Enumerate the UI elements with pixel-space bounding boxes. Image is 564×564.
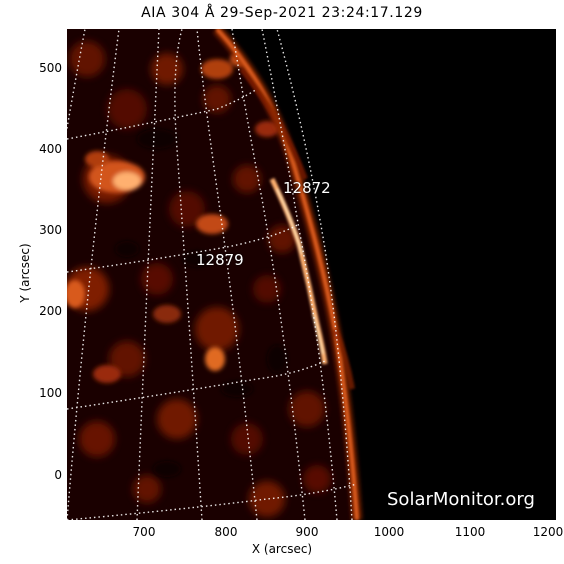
watermark: SolarMonitor.org [387,489,535,510]
x-tick-700: 700 [132,525,156,539]
x-tick-900: 900 [295,525,319,539]
x-tick-1200: 1200 [532,525,564,539]
y-tick-100: 100 [39,386,62,400]
y-tick-200: 200 [39,304,62,318]
y-tick-500: 500 [39,61,62,75]
x-tick-800: 800 [214,525,238,539]
y-tick-300: 300 [39,223,62,237]
solar-disk-image [67,29,362,520]
image-title: AIA 304 Å 29-Sep-2021 23:24:17.129 [141,5,423,21]
solar-image-panel [67,29,556,520]
coordinate-grid [67,29,358,520]
region-label-12879: 12879 [196,251,244,269]
region-label-12872: 12872 [283,179,331,197]
y-tick-400: 400 [39,142,62,156]
y-tick-0: 0 [54,468,62,482]
y-axis-label: Y (arcsec) [18,243,32,303]
x-axis-label: X (arcsec) [251,542,313,556]
x-tick-1100: 1100 [454,525,486,539]
x-tick-1000: 1000 [373,525,405,539]
